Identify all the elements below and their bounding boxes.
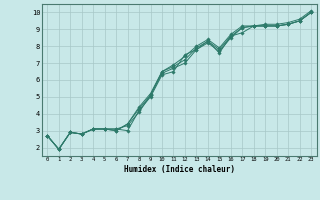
X-axis label: Humidex (Indice chaleur): Humidex (Indice chaleur) (124, 165, 235, 174)
